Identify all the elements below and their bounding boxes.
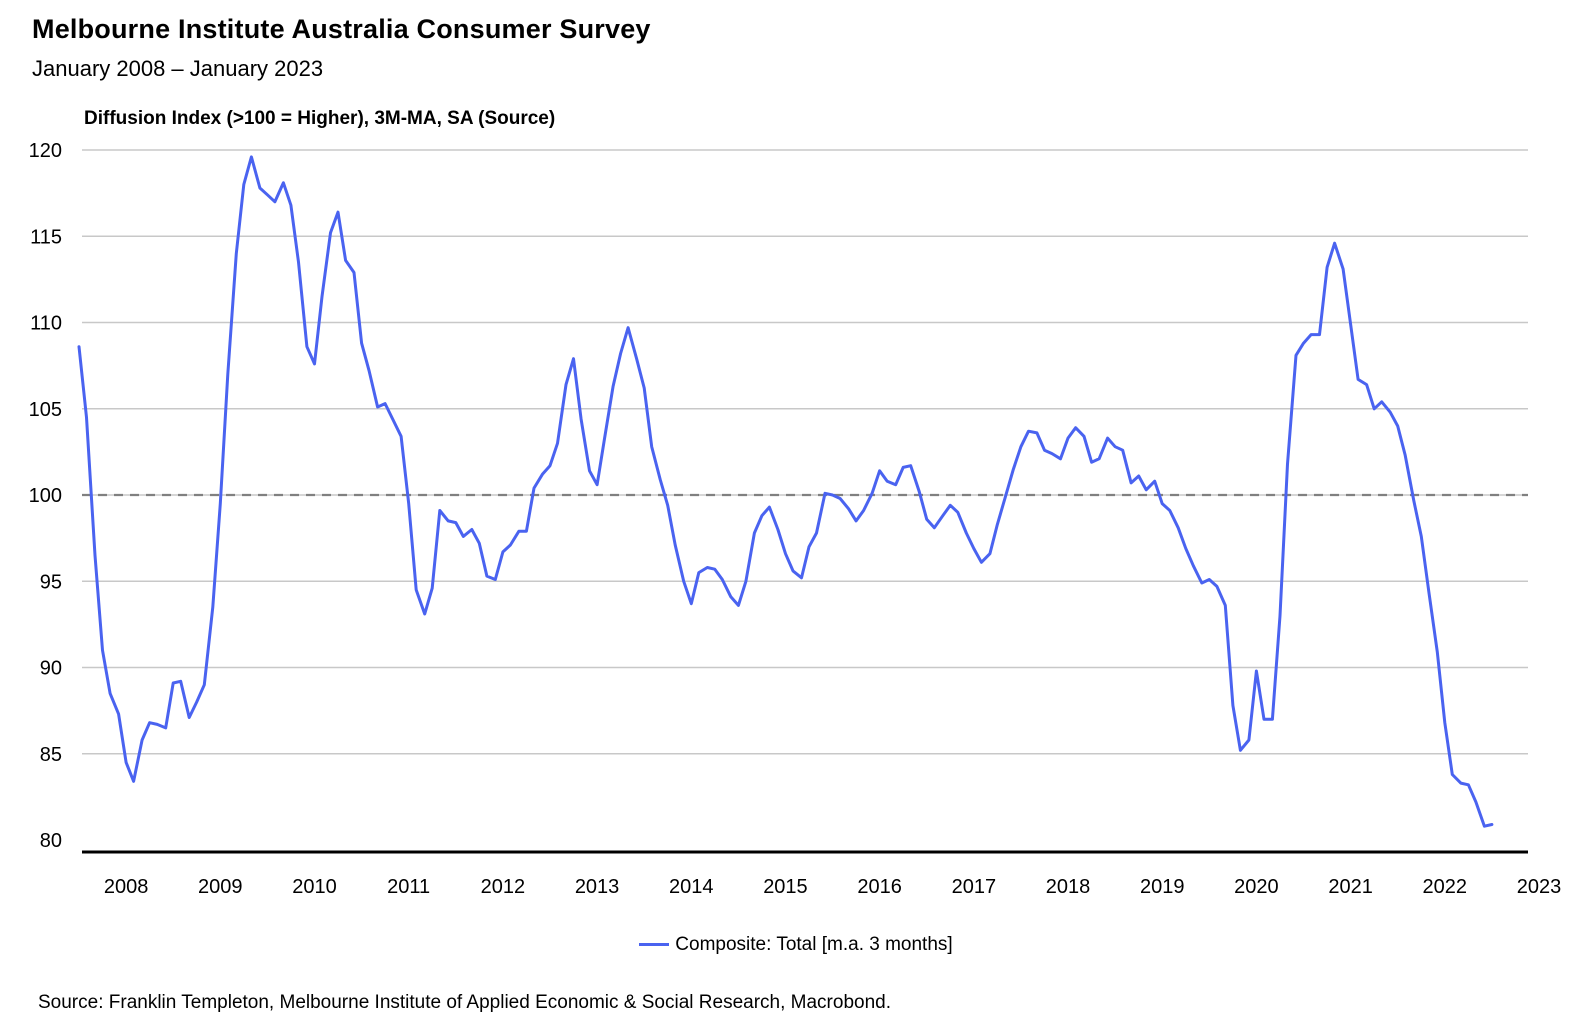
x-tick-label-2018: 2018 bbox=[1046, 876, 1091, 898]
y-tick-label-120: 120 bbox=[29, 140, 62, 162]
y-tick-label-105: 105 bbox=[29, 399, 62, 421]
x-tick-label-2009: 2009 bbox=[198, 876, 243, 898]
x-tick-label-2013: 2013 bbox=[575, 876, 620, 898]
series-line-composite-total bbox=[77, 155, 1494, 828]
x-tick-label-2008: 2008 bbox=[104, 876, 149, 898]
y-axis-label: Diffusion Index (>100 = Higher), 3M-MA, … bbox=[84, 108, 555, 129]
line-chart: Diffusion Index (>100 = Higher), 3M-MA, … bbox=[29, 108, 1562, 898]
x-tick-label-2022: 2022 bbox=[1423, 876, 1468, 898]
x-tick-label-2014: 2014 bbox=[669, 876, 714, 898]
y-tick-label-95: 95 bbox=[40, 571, 62, 593]
y-tick-label-110: 110 bbox=[30, 313, 62, 335]
x-tick-label-2020: 2020 bbox=[1234, 876, 1279, 898]
x-tick-label-2021: 2021 bbox=[1328, 876, 1373, 898]
x-tick-label-2011: 2011 bbox=[387, 876, 430, 898]
x-tick-label-2012: 2012 bbox=[481, 876, 526, 898]
source-note: Source: Franklin Templeton, Melbourne In… bbox=[38, 992, 891, 1013]
x-tick-label-2010: 2010 bbox=[292, 876, 337, 898]
x-tick-label-2019: 2019 bbox=[1140, 876, 1185, 898]
x-tick-label-2015: 2015 bbox=[763, 876, 808, 898]
y-tick-label-80: 80 bbox=[40, 830, 62, 852]
x-tick-label-2023: 2023 bbox=[1517, 876, 1562, 898]
chart-legend: Composite: Total [m.a. 3 months] bbox=[0, 934, 1592, 956]
y-tick-label-85: 85 bbox=[40, 744, 62, 766]
y-tick-label-90: 90 bbox=[40, 658, 62, 680]
y-tick-label-115: 115 bbox=[30, 226, 62, 248]
legend-label: Composite: Total [m.a. 3 months] bbox=[675, 934, 953, 955]
y-tick-label-100: 100 bbox=[29, 485, 62, 507]
legend-swatch bbox=[639, 943, 670, 947]
x-tick-label-2016: 2016 bbox=[857, 876, 902, 898]
x-tick-label-2017: 2017 bbox=[952, 876, 997, 898]
chart-title: Melbourne Institute Australia Consumer S… bbox=[32, 14, 651, 44]
chart-subtitle: January 2008 – January 2023 bbox=[32, 56, 324, 81]
